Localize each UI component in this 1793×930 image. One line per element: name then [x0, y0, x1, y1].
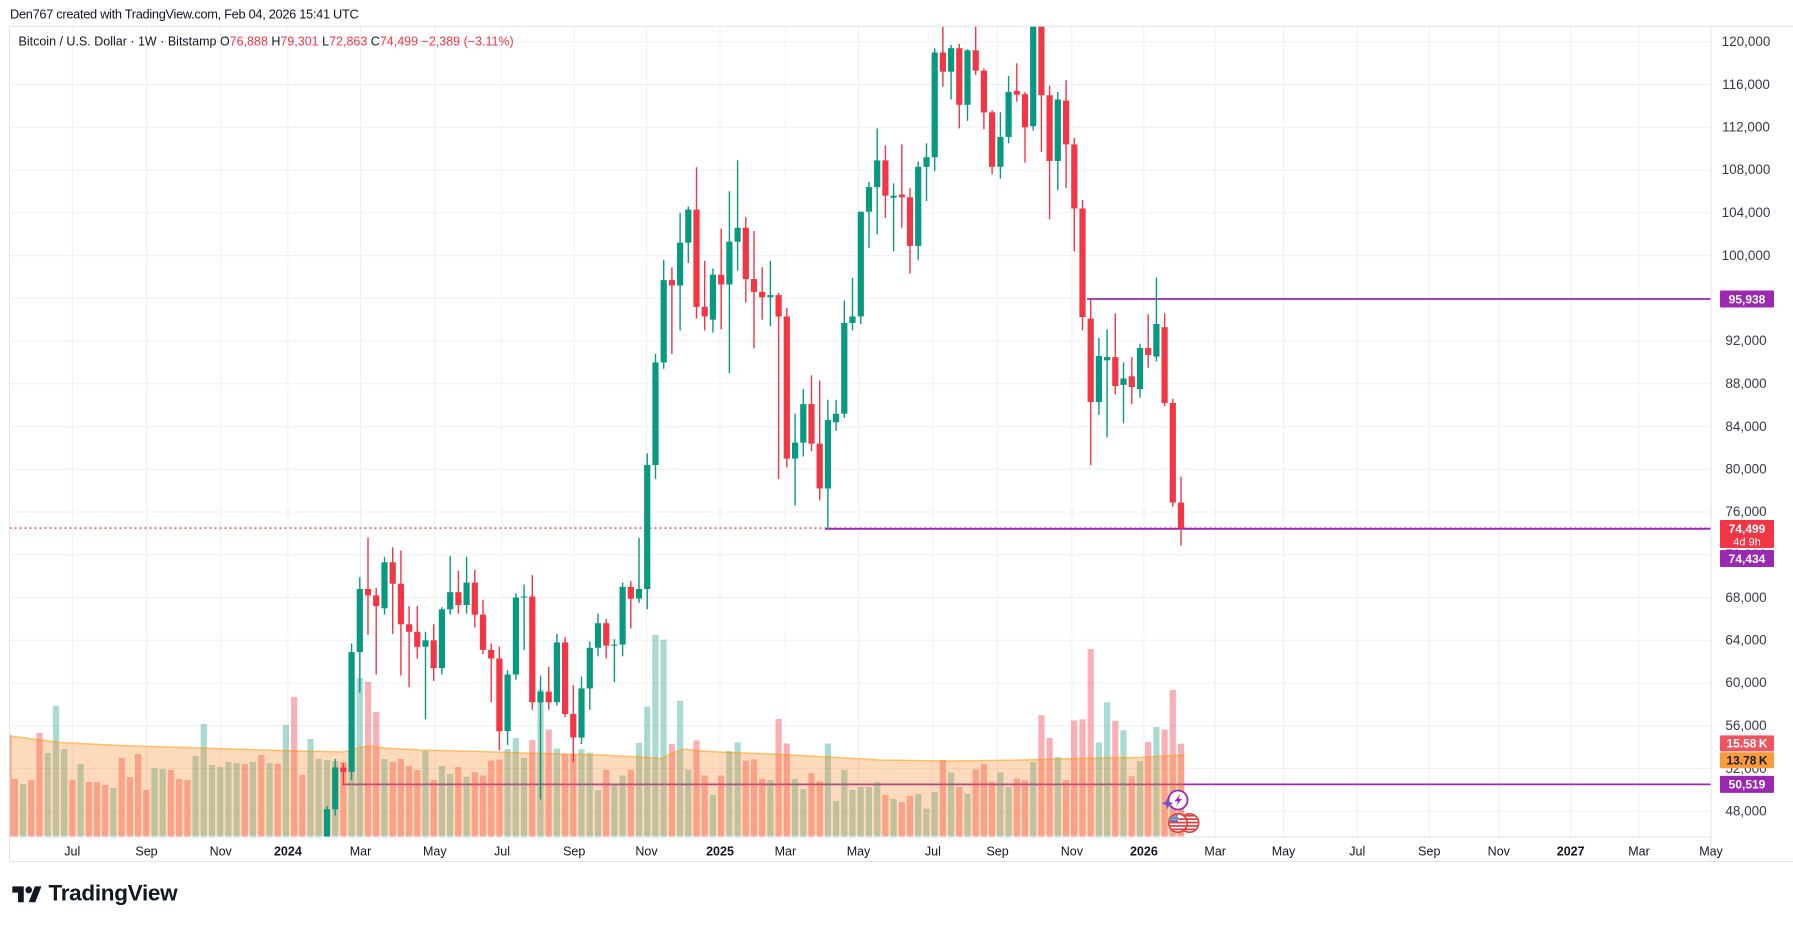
svg-text:Jul: Jul [64, 845, 80, 859]
svg-text:Mar: Mar [350, 845, 372, 859]
svg-text:Jul: Jul [494, 845, 510, 859]
svg-text:15.58 K: 15.58 K [1726, 737, 1767, 751]
svg-text:TradingView: TradingView [49, 881, 179, 906]
svg-text:2027: 2027 [1557, 845, 1585, 859]
svg-text:May: May [1272, 845, 1296, 859]
svg-text:104,000: 104,000 [1722, 205, 1771, 220]
svg-text:Mar: Mar [775, 845, 797, 859]
svg-text:May: May [423, 845, 447, 859]
svg-text:92,000: 92,000 [1725, 333, 1766, 348]
svg-text:Den767 created with TradingVie: Den767 created with TradingView.com, Feb… [10, 7, 358, 22]
svg-text:100,000: 100,000 [1722, 248, 1771, 263]
svg-text:Nov: Nov [1061, 845, 1084, 859]
svg-text:95,938: 95,938 [1729, 292, 1766, 306]
svg-text:112,000: 112,000 [1722, 120, 1770, 135]
svg-text:48,000: 48,000 [1725, 804, 1766, 819]
svg-text:Bitcoin / U.S. Dollar · 1W · B: Bitcoin / U.S. Dollar · 1W · Bitstamp O7… [19, 35, 514, 49]
svg-text:116,000: 116,000 [1722, 77, 1770, 92]
svg-text:4d 9h: 4d 9h [1733, 537, 1761, 549]
svg-text:74,434: 74,434 [1729, 552, 1766, 566]
svg-text:May: May [1699, 845, 1723, 859]
svg-text:13.78 K: 13.78 K [1726, 754, 1767, 768]
svg-text:Jul: Jul [925, 845, 941, 859]
svg-text:80,000: 80,000 [1725, 462, 1766, 477]
svg-text:2026: 2026 [1130, 845, 1158, 859]
svg-text:Mar: Mar [1628, 845, 1650, 859]
svg-text:56,000: 56,000 [1725, 718, 1766, 733]
svg-text:120,000: 120,000 [1722, 34, 1771, 49]
svg-text:May: May [847, 845, 871, 859]
svg-text:Sep: Sep [1418, 845, 1440, 859]
svg-text:2025: 2025 [706, 845, 734, 859]
svg-text:68,000: 68,000 [1725, 590, 1766, 605]
svg-text:Nov: Nov [635, 845, 658, 859]
svg-text:Jul: Jul [1349, 845, 1365, 859]
svg-text:Nov: Nov [1488, 845, 1511, 859]
svg-text:74,499: 74,499 [1729, 522, 1766, 536]
svg-text:64,000: 64,000 [1725, 633, 1766, 648]
svg-text:84,000: 84,000 [1725, 419, 1766, 434]
svg-text:2024: 2024 [274, 845, 302, 859]
svg-text:76,000: 76,000 [1725, 504, 1766, 519]
svg-text:Mar: Mar [1204, 845, 1226, 859]
svg-text:Nov: Nov [210, 845, 233, 859]
svg-text:Sep: Sep [986, 845, 1008, 859]
svg-text:50,519: 50,519 [1729, 778, 1766, 792]
svg-text:60,000: 60,000 [1725, 675, 1766, 690]
svg-text:Sep: Sep [563, 845, 585, 859]
svg-text:108,000: 108,000 [1722, 162, 1771, 177]
svg-text:88,000: 88,000 [1725, 376, 1766, 391]
svg-text:Sep: Sep [135, 845, 157, 859]
